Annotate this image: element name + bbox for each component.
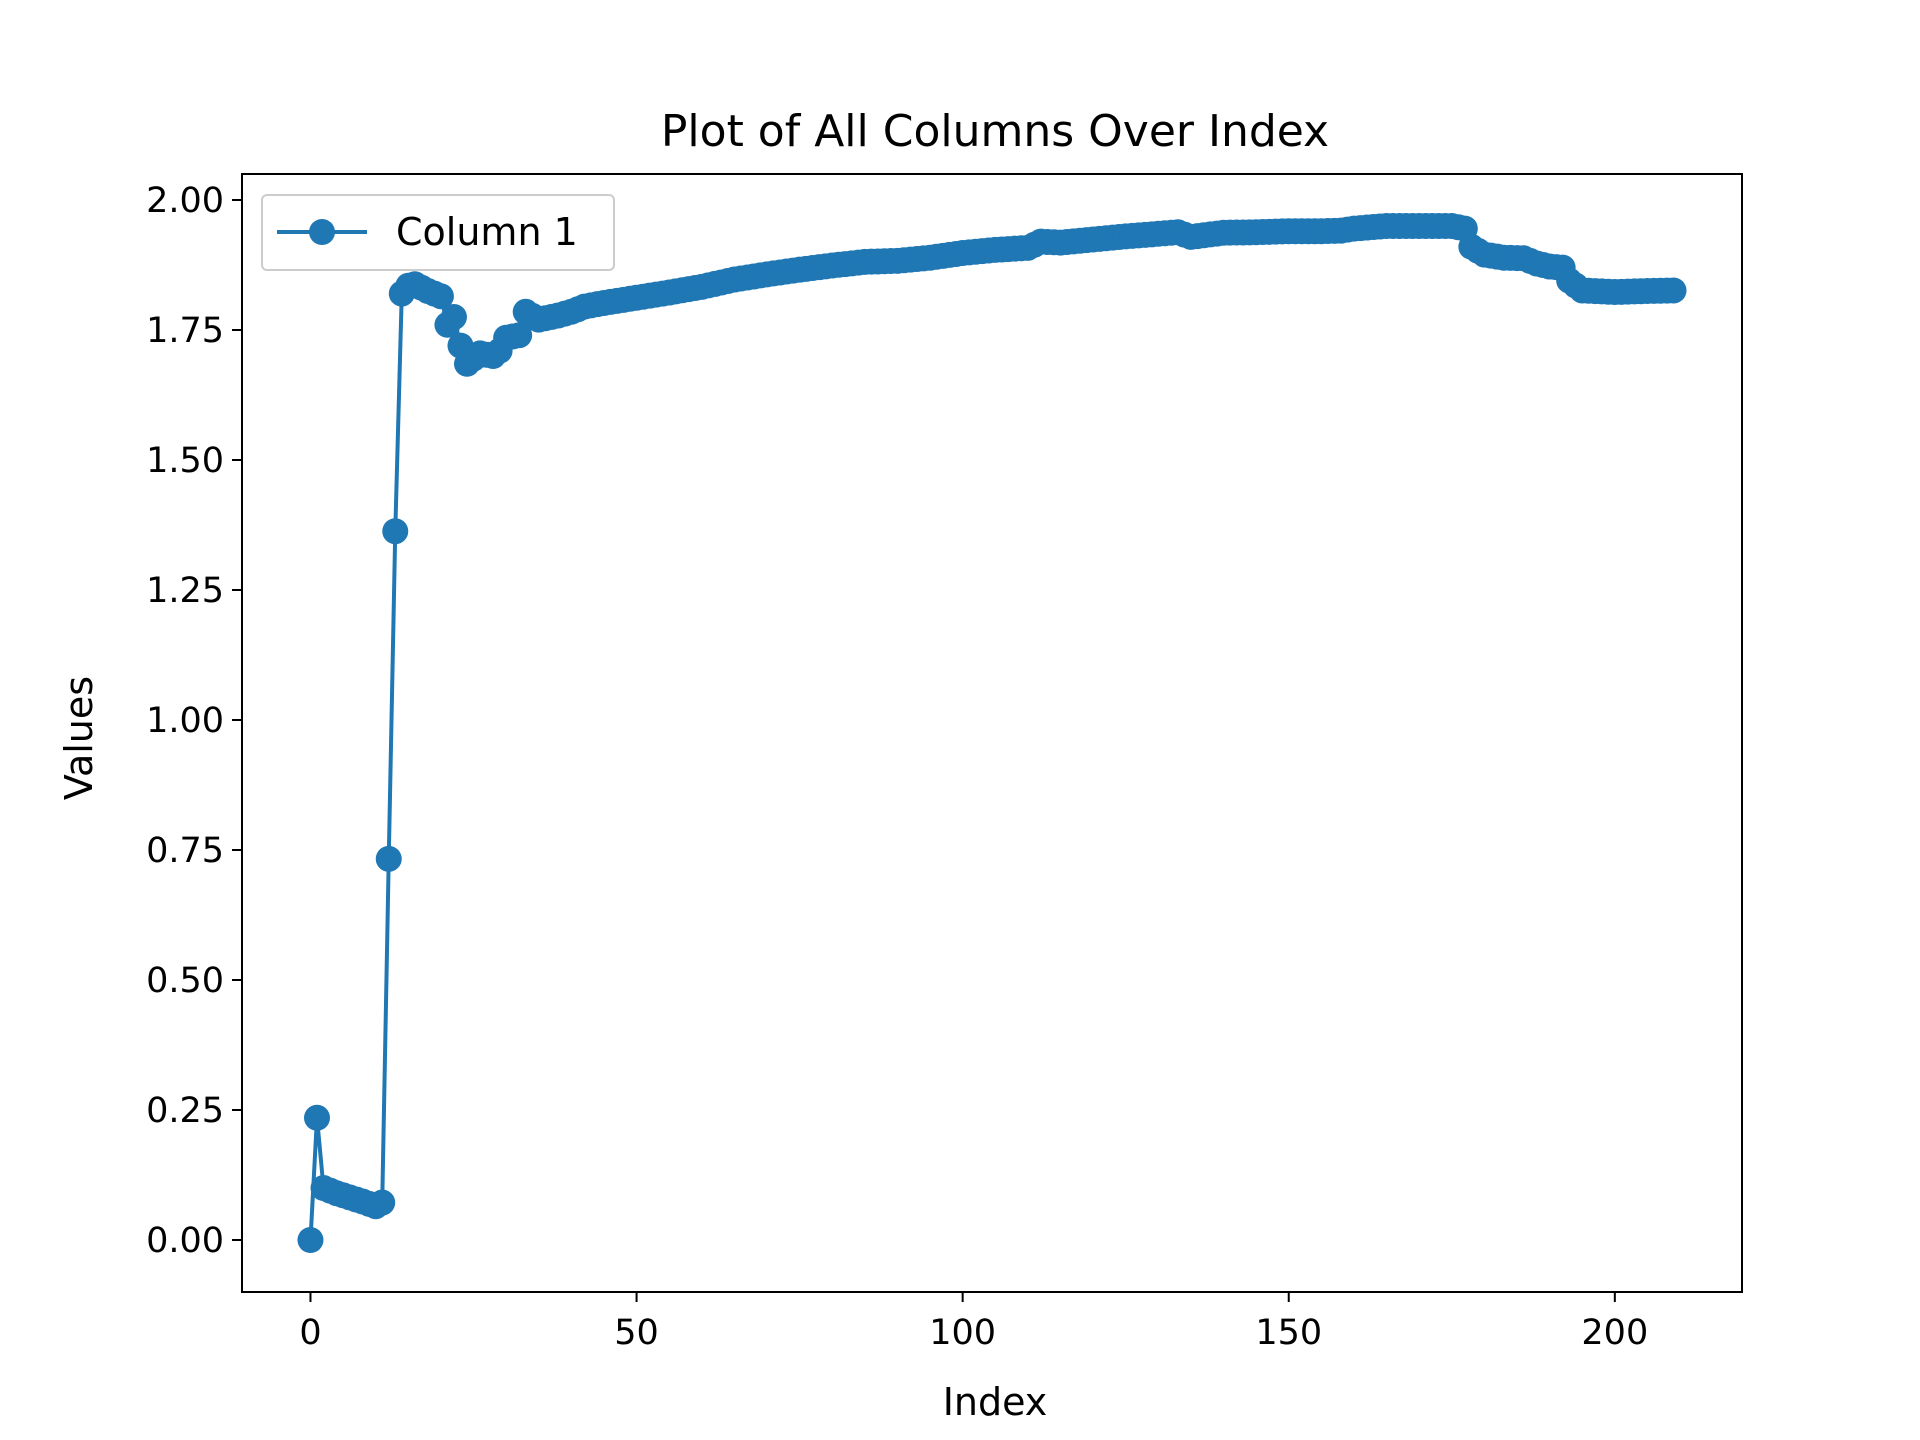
plot-area — [297, 213, 1687, 1253]
data-point — [369, 1189, 396, 1216]
x-tick-label: 0 — [299, 1313, 321, 1353]
y-axis: 0.00 0.25 0.50 0.75 1.00 1.25 1.50 1.75 2.00 — [146, 181, 242, 1261]
plot-frame — [241, 173, 1743, 1293]
legend: Column 1 — [261, 194, 615, 271]
legend-marker — [309, 219, 335, 245]
data-point — [506, 322, 533, 349]
x-tick-label: 50 — [614, 1313, 659, 1353]
y-tick-label: 0.25 — [146, 1091, 224, 1131]
x-tick-label: 100 — [929, 1313, 996, 1353]
x-tick-label: 200 — [1581, 1313, 1648, 1353]
data-point — [427, 283, 454, 310]
chart-title: Plot of All Columns Over Index — [661, 106, 1329, 157]
data-point — [382, 518, 409, 545]
y-tick-label: 1.75 — [146, 311, 224, 351]
y-tick-label: 1.00 — [146, 701, 224, 741]
legend-box — [261, 194, 615, 271]
data-point — [1660, 277, 1687, 304]
y-tick-label: 0.00 — [146, 1221, 224, 1261]
data-point — [375, 845, 402, 872]
data-point — [297, 1227, 324, 1253]
y-tick-label: 2.00 — [146, 181, 224, 221]
legend-label: Column 1 — [396, 210, 578, 254]
y-tick-label: 0.50 — [146, 961, 224, 1001]
y-tick-label: 0.75 — [146, 831, 224, 871]
y-axis-label: Values — [57, 676, 101, 800]
x-axis: 0 50 100 150 200 — [299, 1292, 1648, 1353]
data-point — [304, 1104, 330, 1131]
x-axis-label: Index — [943, 1380, 1048, 1424]
data-point — [440, 304, 467, 330]
x-tick-label: 150 — [1255, 1313, 1322, 1353]
y-tick-label: 1.50 — [146, 441, 224, 481]
y-tick-label: 1.25 — [146, 571, 224, 611]
